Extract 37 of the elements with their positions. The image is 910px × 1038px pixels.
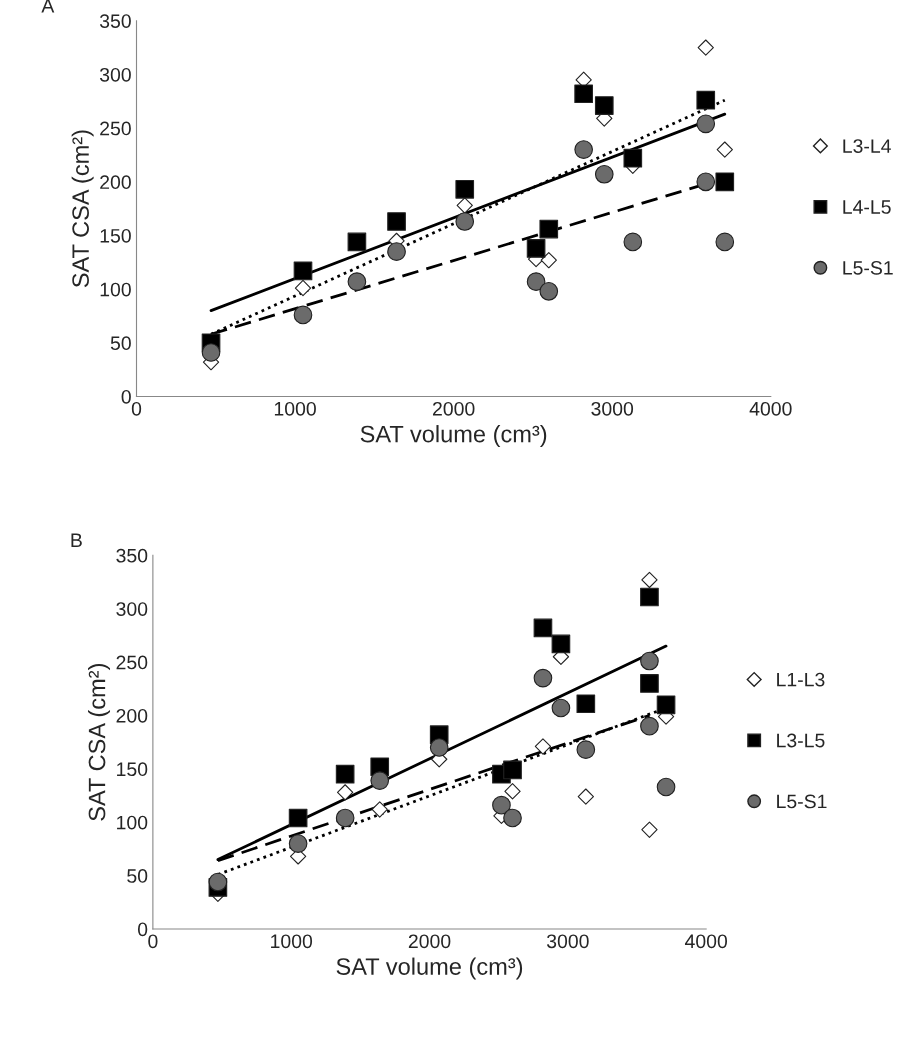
x-axis-title: SAT volume (cm³) — [360, 425, 547, 448]
legend-label: L5-S1 — [843, 260, 893, 275]
legend-label: L3-L4 — [843, 139, 891, 153]
y-tick-label: 0 — [121, 389, 131, 404]
y-tick-label: 150 — [117, 762, 148, 777]
legend-label: L5-S1 — [777, 794, 827, 809]
y-tick-label: 100 — [100, 282, 131, 297]
x-tick-label: 4000 — [749, 401, 792, 416]
x-tick-label: 4000 — [684, 934, 728, 949]
y-tick-label: 250 — [116, 655, 148, 670]
y-tick-label: 350 — [99, 14, 131, 28]
y-tick-label: 200 — [100, 175, 131, 190]
x-axis-title: SAT volume (cm³) — [336, 957, 523, 980]
y-tick-label: 200 — [116, 708, 148, 723]
y-tick-label: 50 — [127, 869, 148, 883]
chart-title: B — [71, 533, 82, 547]
y-tick-label: 0 — [137, 922, 148, 937]
x-tick-label: 0 — [148, 934, 158, 949]
y-axis-title: SAT CSA (cm²) — [71, 130, 94, 288]
legend-label: L3-L5 — [777, 733, 825, 748]
y-tick-label: 150 — [100, 228, 131, 243]
y-tick-label: 300 — [116, 602, 148, 616]
x-tick-label: 2000 — [408, 934, 451, 949]
y-tick-label: 50 — [110, 336, 131, 351]
y-axis-title: SAT CSA (cm²) — [88, 664, 111, 821]
x-tick-label: 1000 — [271, 934, 313, 949]
x-tick-label: 3000 — [546, 934, 589, 949]
y-tick-label: 100 — [117, 815, 148, 830]
x-tick-label: 2000 — [432, 401, 475, 416]
chart-title: A — [41, 0, 55, 13]
x-tick-label: 3000 — [591, 401, 634, 416]
y-tick-label: 250 — [100, 121, 131, 136]
y-tick-label: 350 — [116, 548, 148, 563]
legend-label: L4-L5 — [843, 200, 891, 214]
x-tick-label: 1000 — [274, 401, 316, 416]
y-tick-label: 300 — [99, 67, 131, 82]
legend-label: L1-L3 — [777, 672, 825, 687]
